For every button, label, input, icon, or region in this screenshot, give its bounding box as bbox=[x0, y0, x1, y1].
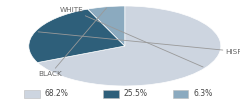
Wedge shape bbox=[88, 6, 125, 46]
Wedge shape bbox=[29, 9, 125, 63]
Text: WHITE: WHITE bbox=[60, 7, 203, 67]
FancyBboxPatch shape bbox=[173, 90, 188, 98]
FancyBboxPatch shape bbox=[24, 90, 40, 98]
Text: BLACK: BLACK bbox=[39, 8, 107, 77]
Text: 6.3%: 6.3% bbox=[193, 90, 212, 98]
Text: 25.5%: 25.5% bbox=[124, 90, 148, 98]
Wedge shape bbox=[37, 6, 221, 86]
Text: 68.2%: 68.2% bbox=[44, 90, 68, 98]
FancyBboxPatch shape bbox=[103, 90, 119, 98]
Text: HISPANIC: HISPANIC bbox=[38, 32, 240, 55]
